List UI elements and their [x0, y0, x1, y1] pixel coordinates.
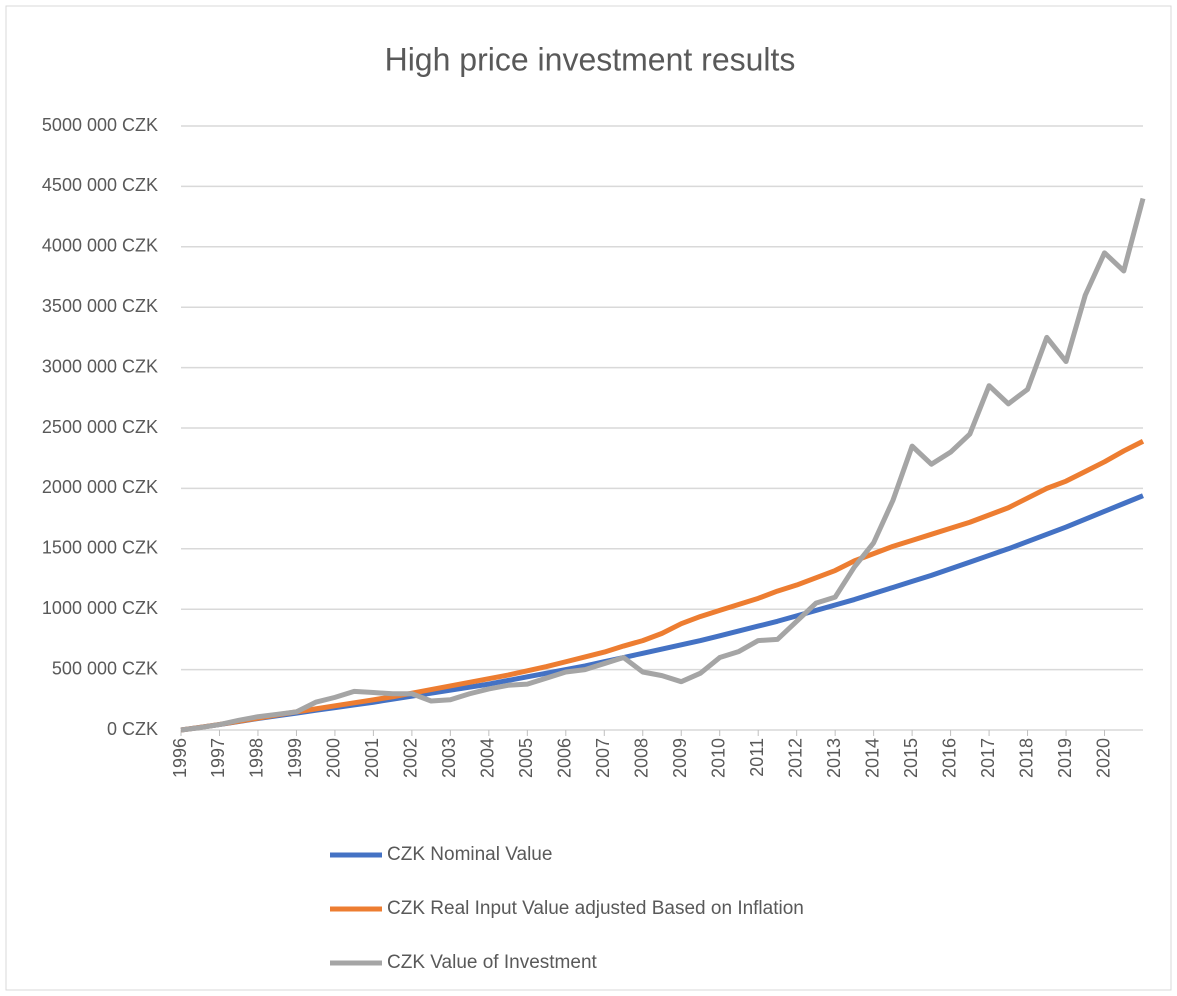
y-tick-label: 2500 000 CZK [42, 417, 158, 437]
series-line [180, 197, 1146, 733]
x-tick-label: 1997 [208, 738, 228, 778]
y-tick-label: 4500 000 CZK [42, 175, 158, 195]
y-tick-label: 5000 000 CZK [42, 115, 158, 135]
x-tick-label: 2010 [708, 738, 728, 778]
x-tick-label: 2014 [862, 738, 882, 778]
x-tick-label: 2006 [555, 738, 575, 778]
x-tick-label: 2012 [785, 738, 805, 778]
y-tick-label: 1500 000 CZK [42, 538, 158, 558]
x-tick-label: 2007 [593, 738, 613, 778]
x-tick-label: 1996 [170, 738, 190, 778]
legend-label: CZK Real Input Value adjusted Based on I… [387, 898, 804, 919]
legend-label: CZK Nominal Value [387, 844, 552, 865]
series-line [180, 439, 1145, 733]
y-tick-label: 1000 000 CZK [42, 598, 158, 618]
x-tick-label: 2001 [362, 738, 382, 778]
x-tick-label: 2011 [747, 738, 767, 777]
chart-title: High price investment results [385, 41, 796, 77]
x-tick-label: 1999 [285, 738, 305, 778]
y-tick-label: 4000 000 CZK [42, 236, 158, 256]
x-tick-label: 2013 [824, 738, 844, 778]
x-tick-label: 2008 [632, 738, 652, 778]
y-tick-label: 2000 000 CZK [42, 477, 158, 497]
x-tick-label: 2017 [978, 738, 998, 778]
x-tick-label: 2000 [324, 738, 344, 778]
x-tick-label: 2015 [901, 738, 921, 778]
x-tick-label: 2009 [670, 738, 690, 778]
y-tick-label: 500 000 CZK [52, 658, 158, 678]
x-tick-label: 2004 [478, 738, 498, 778]
chart-border [5, 5, 1172, 991]
x-tick-label: 2018 [1016, 738, 1036, 778]
x-tick-label: 2002 [401, 738, 421, 778]
x-tick-label: 2020 [1093, 738, 1113, 778]
x-tick-label: 2005 [516, 738, 536, 778]
legend-label: CZK Value of Investment [387, 952, 598, 973]
x-tick-label: 2003 [439, 738, 459, 778]
x-tick-label: 1998 [247, 738, 267, 778]
x-tick-label: 2019 [1055, 738, 1075, 778]
y-tick-label: 3500 000 CZK [42, 296, 158, 316]
x-tick-label: 2016 [939, 738, 959, 778]
y-tick-label: 3000 000 CZK [42, 356, 158, 376]
y-tick-label: 0 CZK [107, 719, 158, 739]
